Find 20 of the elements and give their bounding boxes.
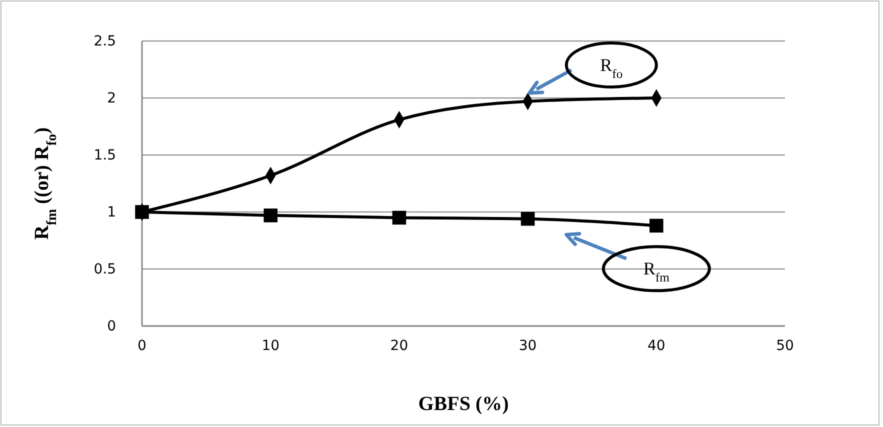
y-tick-label: 0	[107, 318, 116, 334]
y-tick-label: 1.5	[94, 147, 116, 164]
x-axis-title: GBFS (%)	[418, 393, 509, 415]
point	[392, 210, 406, 225]
y-tick-label: 0.5	[94, 261, 116, 278]
x-tick-label: 30	[518, 338, 537, 354]
x-tick-label: 20	[390, 338, 408, 354]
point	[650, 218, 664, 233]
point	[520, 212, 535, 226]
y-tick-label: 1	[107, 204, 116, 220]
point	[264, 208, 278, 222]
series-label: R$_{fo}$	[600, 55, 623, 81]
x-tick-label: 10	[262, 338, 280, 354]
x-tick-label: 40	[647, 338, 666, 354]
series-label: R$_{fm}$	[643, 258, 670, 285]
x-tick-label: 0	[138, 338, 146, 354]
y-tick-label: 2.5	[94, 33, 116, 50]
y-tick-label: 2	[107, 90, 116, 106]
point	[135, 205, 149, 219]
x-tick-label: 50	[776, 338, 794, 354]
